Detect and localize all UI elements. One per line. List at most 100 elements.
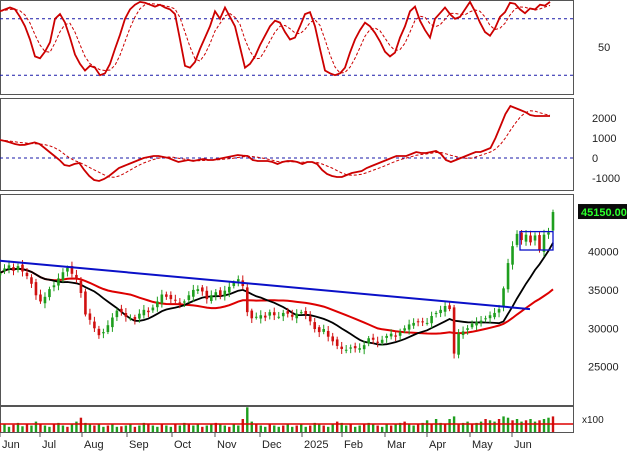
x-tick-label: Apr [429,439,446,451]
macd-panel: 2000 1000 0 -1000 [0,104,620,185]
candle-body [493,312,496,318]
volume-bar [79,417,83,432]
candle-body [335,339,339,346]
volume-bar [268,424,271,432]
volume-bar [479,421,483,432]
candle-body [547,232,550,235]
candle-body [0,273,2,276]
ma-long-line [0,267,554,335]
candle-body [520,232,523,241]
volume-bar [300,424,303,432]
volume-bar [205,425,209,432]
volume-bar [309,425,312,432]
volume-bar [196,424,200,432]
volume-bar [160,424,164,432]
candle-body [367,338,370,344]
volume-bar [344,425,348,432]
candle-body [133,317,137,320]
candle-body [371,337,375,340]
candle-body [106,325,110,333]
candle-body [277,316,281,318]
candle-body [120,308,123,313]
volume-bar [0,425,2,432]
volume-bar [102,426,105,432]
volume-bar [214,422,218,432]
x-tick-label: Oct [174,439,191,451]
volume-bar [282,425,285,432]
candle-body [470,323,474,328]
volume-bar [520,421,523,432]
volume-bar [515,419,519,432]
candle-body [169,294,173,300]
candle-body [70,265,74,274]
volume-bar [138,425,141,432]
candle-body [484,318,487,320]
candle-body [533,235,537,241]
volume-bar [39,424,42,432]
volume-bar [70,424,74,432]
candle-body [407,324,411,330]
volume-bar [237,425,240,432]
candle-body [7,265,11,269]
candle-body [290,314,294,317]
candle-body [93,321,96,329]
candle-body [466,328,469,330]
candle-body [398,332,402,336]
x-axis: Jun Jul Aug Sep Oct Nov Dec 2025 Feb Mar Apr May Jun [0,432,573,451]
volume-bar [84,422,87,432]
last-price-badge [578,204,627,220]
volume-bar [497,419,501,432]
candle-body [502,288,505,308]
volume-bar [228,426,231,432]
candle-body [52,285,56,288]
volume-bar [340,422,343,432]
volume-bar [488,420,492,432]
candle-body [506,263,510,290]
candle-body [124,313,128,317]
volume-bar [533,421,537,432]
volume-bar [12,424,15,432]
candle-body [412,322,415,326]
volume-bar [331,424,334,432]
candle-body [430,315,433,324]
volume-bar [461,422,465,432]
candle-body [34,282,38,296]
candle-body [457,333,460,355]
candle-body [178,302,182,304]
volume-bar [277,426,280,432]
volume-bar [174,424,177,432]
volume-bar [511,420,514,432]
x-tick-label: Aug [84,439,104,451]
volume-bar [421,422,424,432]
volume-bar [318,424,321,432]
volume-bar [430,424,433,432]
oscillator-panel: 50 [0,0,610,77]
volume-bar [129,424,132,432]
candle-body [448,305,451,310]
candle-body [227,286,231,293]
volume-bar [241,419,244,432]
candle-body [111,317,114,328]
candle-body [138,313,141,319]
volume-bar [542,419,546,432]
candle-body [12,267,15,271]
volume-bar [48,426,51,432]
candle-body [61,272,65,281]
candle-body [3,268,6,272]
volume-bar [75,421,78,432]
candle-body [542,234,546,252]
oscillator-frame [0,0,574,95]
volume-bar [367,422,370,432]
macd-tick-label: -1000 [592,173,620,185]
candle-body [349,347,352,349]
candle-body [385,335,388,338]
volume-bar [376,425,379,432]
volume-bar [506,417,510,432]
volume-bar [439,422,442,432]
candle-body [16,266,20,270]
volume-bar [425,420,429,432]
volume-bar [470,424,474,432]
x-tick-label: Jul [42,439,56,451]
